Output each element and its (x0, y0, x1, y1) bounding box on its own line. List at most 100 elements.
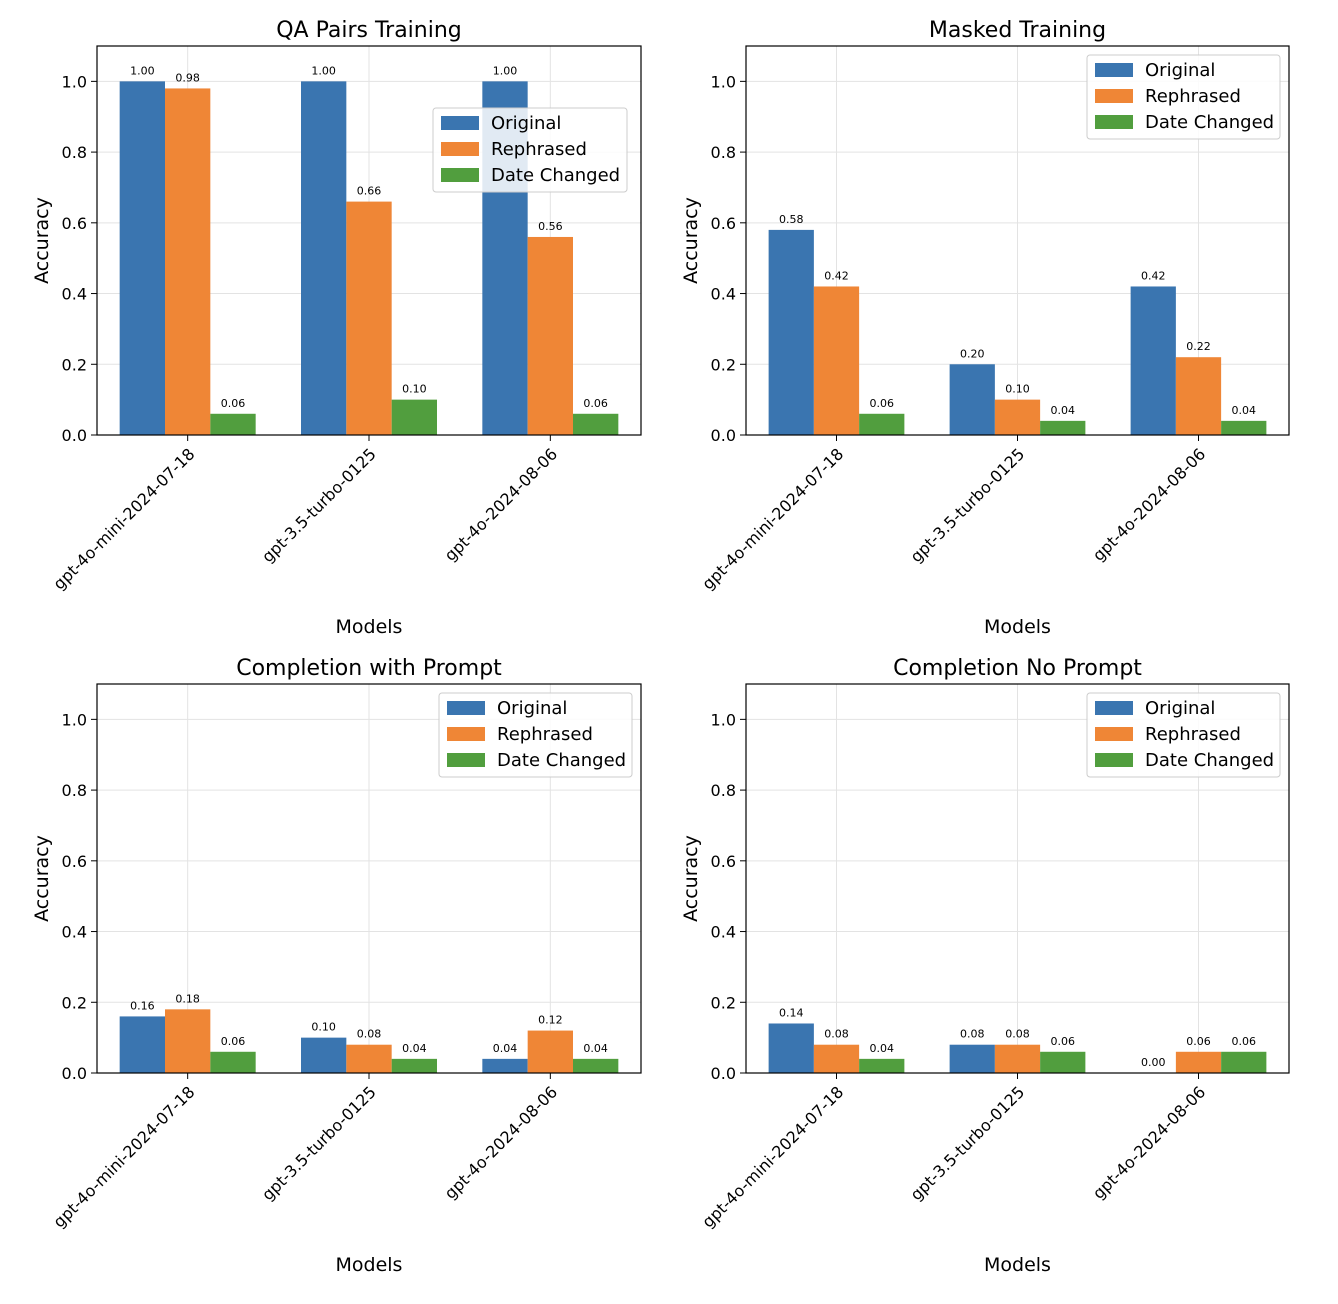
bar-date-changed (859, 1058, 905, 1073)
bar-rephrased (1175, 357, 1222, 435)
bar-rephrased (346, 1044, 392, 1073)
y-axis-label: Accuracy (31, 835, 53, 922)
bar-original (482, 1058, 528, 1073)
x-axis-label: Models (336, 616, 403, 638)
subplot-3: 0.0 0.2 0.4 0.6 0.8 1.0 0.16 0.10 0.04 0.18 0.08 0.… (31, 656, 642, 1276)
legend-label: Original (1145, 698, 1215, 719)
y-tick-label: 0.8 (711, 781, 736, 800)
bar-rephrased (165, 88, 211, 435)
bar-date-changed (1040, 420, 1086, 435)
bar-value-label: 1.00 (130, 64, 155, 77)
legend-swatch-original (1095, 701, 1133, 715)
subplot-title: QA Pairs Training (276, 18, 462, 43)
legend-label: Date Changed (497, 750, 626, 771)
legend-swatch-original (1095, 63, 1133, 77)
bar-value-label: 0.22 (1186, 340, 1211, 353)
bar-value-label: 0.10 (1005, 383, 1030, 396)
legend-box (1086, 54, 1281, 140)
bar-date-changed (573, 1058, 619, 1073)
subplot-title: Masked Training (929, 18, 1106, 43)
y-tick-label: 0.2 (62, 355, 87, 374)
y-tick-label: 0.6 (711, 214, 736, 233)
subplot-2: 0.0 0.2 0.4 0.6 0.8 1.0 0.58 0.20 0.42 0.42 0.10 0.… (680, 18, 1290, 638)
x-tick-label: gpt-4o-mini-2024-07-18 (698, 444, 847, 593)
y-tick-label: 0.0 (62, 1064, 87, 1083)
legend-box (438, 692, 633, 778)
subplot-title: Completion with Prompt (236, 656, 502, 681)
legend-swatch-date-changed (441, 168, 479, 182)
legend-label: Rephrased (491, 139, 587, 160)
bar-rephrased (813, 1044, 860, 1073)
y-tick-label: 1.0 (711, 72, 736, 91)
bar-rephrased (1175, 1051, 1222, 1073)
bar-value-label: 0.42 (1141, 269, 1166, 282)
bar-value-label: 0.20 (960, 347, 985, 360)
legend-label: Date Changed (1145, 750, 1274, 771)
x-tick-label: gpt-4o-mini-2024-07-18 (49, 444, 198, 593)
x-tick-label: gpt-4o-2024-08-06 (1089, 444, 1209, 564)
y-tick-label: 0.8 (711, 143, 736, 162)
bar-value-label: 0.08 (1005, 1028, 1030, 1041)
bar-value-label: 0.10 (311, 1021, 336, 1034)
bar-original (768, 1023, 814, 1073)
legend-swatch-rephrased (447, 727, 485, 741)
bar-date-changed (1221, 1051, 1267, 1073)
y-tick-label: 0.6 (711, 852, 736, 871)
bar-rephrased (527, 236, 573, 435)
legend: Original Rephrased Date Changed (1086, 54, 1281, 140)
bar-value-label: 0.14 (779, 1006, 804, 1019)
bar-original (119, 1016, 165, 1073)
x-tick-label: gpt-4o-mini-2024-07-18 (49, 1082, 198, 1231)
y-tick-label: 0.0 (62, 426, 87, 445)
bar-rephrased (994, 1044, 1041, 1073)
legend-swatch-original (447, 701, 485, 715)
legend-label: Date Changed (491, 165, 620, 186)
legend-swatch-date-changed (1095, 115, 1133, 129)
bar-value-label: 0.58 (779, 213, 804, 226)
bar-value-label: 0.12 (538, 1014, 563, 1027)
x-axis-label: Models (984, 1254, 1051, 1276)
bar-value-label: 0.56 (538, 220, 563, 233)
bar-value-label: 0.04 (1232, 404, 1257, 417)
x-axis-label: Models (336, 1254, 403, 1276)
bar-value-label: 0.04 (583, 1042, 608, 1055)
legend-label: Original (1145, 60, 1215, 81)
bar-value-label: 0.06 (583, 397, 608, 410)
bar-value-label: 0.10 (402, 383, 427, 396)
y-tick-label: 0.2 (711, 355, 736, 374)
bar-original (119, 81, 165, 435)
legend-label: Rephrased (497, 724, 593, 745)
bar-rephrased (813, 286, 860, 435)
bar-rephrased (346, 201, 392, 435)
x-tick-label: gpt-4o-2024-08-06 (441, 444, 561, 564)
y-tick-label: 0.4 (711, 923, 736, 942)
bar-original (301, 1037, 347, 1073)
bar-value-label: 0.98 (175, 71, 200, 84)
bar-value-label: 0.06 (1051, 1035, 1076, 1048)
subplot-4: 0.0 0.2 0.4 0.6 0.8 1.0 0.14 0.08 0.00 0.08 0.08 0.… (680, 656, 1290, 1276)
bar-value-label: 1.00 (311, 64, 336, 77)
bar-value-label: 0.06 (1232, 1035, 1257, 1048)
bar-original (301, 81, 347, 435)
legend: Original Rephrased Date Changed (432, 107, 628, 193)
x-tick-label: gpt-3.5-turbo-0125 (906, 1082, 1028, 1204)
bar-value-label: 0.18 (175, 992, 200, 1005)
legend-label: Original (497, 698, 567, 719)
legend-swatch-original (441, 116, 479, 130)
y-tick-label: 1.0 (711, 710, 736, 729)
bar-date-changed (573, 413, 619, 435)
legend-swatch-rephrased (1095, 89, 1133, 103)
bar-date-changed (859, 413, 905, 435)
bar-value-label: 0.06 (1186, 1035, 1211, 1048)
bar-value-label: 0.66 (357, 185, 382, 198)
legend-box (1086, 692, 1281, 778)
y-tick-label: 1.0 (62, 72, 87, 91)
x-tick-label: gpt-3.5-turbo-0125 (906, 444, 1028, 566)
bar-value-label: 0.08 (357, 1028, 382, 1041)
bar-original (949, 364, 995, 435)
y-tick-label: 0.4 (62, 923, 87, 942)
y-axis-label: Accuracy (680, 197, 702, 284)
y-tick-label: 0.4 (62, 285, 87, 304)
